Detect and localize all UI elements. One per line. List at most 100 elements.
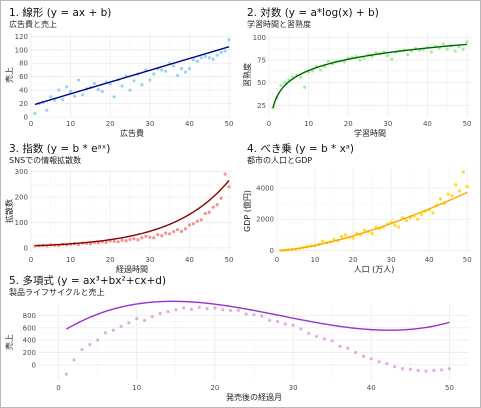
data-point [461,47,465,51]
x-tick-label: 40 [425,256,434,264]
x-tick-label: 40 [423,120,432,128]
data-point [168,232,172,236]
data-point [450,194,454,198]
data-point [164,69,168,73]
data-point [465,40,469,44]
data-point [128,237,132,242]
x-tick-label: 0 [56,384,60,392]
data-point [299,327,303,331]
data-point [321,239,325,243]
data-point [314,334,319,339]
data-point [362,56,366,60]
data-point [96,338,100,342]
x-axis-label: 経過時間 [116,264,148,274]
data-point [49,95,53,99]
data-point [132,237,136,241]
fit-line [34,46,230,106]
y-tick-label: 2000 [256,216,274,224]
data-point [127,321,131,325]
data-point [454,183,458,187]
data-point [80,93,85,97]
data-point [124,239,128,243]
data-point [362,228,367,232]
x-axis-label: 広告費 [120,128,144,138]
y-tick-label: 25 [257,102,266,110]
data-point [416,368,420,373]
data-point [183,70,188,74]
data-point [268,318,272,322]
fit-line [66,300,450,331]
data-point [461,170,465,174]
x-tick-label: 20 [349,256,358,264]
data-point [390,57,394,61]
data-point [203,54,207,59]
data-point [342,60,346,64]
data-point [166,310,170,314]
data-point [419,212,424,217]
data-point [465,184,469,188]
y-tick-label: 40 [19,87,28,95]
x-axis-label: 人口 (万人) [354,265,395,274]
data-point [100,89,104,94]
data-point [164,231,168,235]
fit-line [272,43,468,109]
data-point [400,367,405,371]
gridlines [30,169,233,253]
data-point [346,346,350,350]
y-tick-label: 200 [15,194,28,202]
data-point [393,223,397,228]
data-point [45,108,49,112]
data-point [152,72,156,76]
y-tick-label: 0 [24,114,28,122]
x-tick-label: 0 [29,256,33,264]
data-point [397,225,401,229]
x-tick-label: 10 [132,384,141,392]
y-tick-label: 0 [24,244,28,252]
y-tick-label: 200 [23,349,36,357]
data-point [386,53,390,58]
data-point [88,242,93,246]
data-point [207,56,211,60]
fit-line [34,180,230,247]
data-point [322,337,326,341]
y-tick-label: 100 [15,46,28,54]
y-tick-label: 0 [32,361,36,369]
panel-title: 4. べき乗 (y = b * xᵃ) [247,143,354,155]
data-point [279,83,283,87]
x-tick-label: 20 [210,384,219,392]
data-points [279,170,469,252]
x-tick-label: 30 [387,256,396,264]
data-point [330,339,334,343]
data-point [111,328,115,332]
data-point [128,88,132,92]
y-axis-label: 拡散数 [4,199,14,223]
data-point [408,367,412,371]
data-point [156,233,160,237]
data-point [140,83,144,87]
plot-exponential: 0 10 20 30 40 50 0 100 200 300 経過時間 拡散数 [4,168,234,274]
data-point [438,197,443,201]
panel-exponential: 3. 指数 (y = b * eᵃˣ) SNSでの情報拡散数 0 10 20 30 40… [3,141,239,274]
x-tick-label: 50 [225,120,234,128]
data-point [160,234,164,238]
x-tick-label: 50 [445,384,454,392]
data-point [171,64,176,68]
x-tick-label: 10 [311,256,320,264]
data-point [369,357,373,361]
data-point [150,315,154,319]
data-point [215,203,219,207]
data-point [393,365,397,369]
data-point [175,73,180,77]
data-point [211,205,215,209]
data-point [119,324,123,329]
fit-line [280,191,468,252]
data-point [96,87,100,92]
data-point [144,234,148,238]
data-point [424,369,428,373]
y-tick-label: 50 [257,79,266,87]
plot-linear: 0 10 20 30 40 50 0 20 40 60 80 100 120 広告費 売上 [4,33,234,138]
data-point [179,67,184,71]
data-point [260,314,264,318]
x-tick-label: 0 [29,120,33,128]
